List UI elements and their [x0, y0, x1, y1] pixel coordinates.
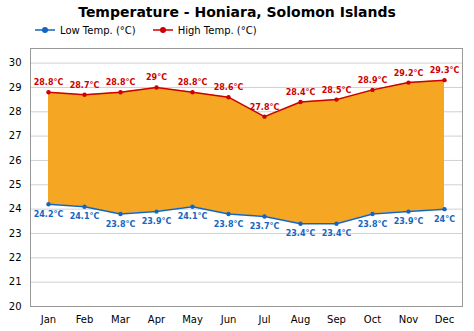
svg-text:23.9°C: 23.9°C — [142, 217, 172, 226]
html-text:High Temp. (°C): High Temp. (°C) — [177, 24, 257, 36]
svg-text:23.9°C: 23.9°C — [394, 217, 424, 226]
svg-text:28: 28 — [9, 106, 22, 117]
svg-text:29: 29 — [9, 82, 22, 93]
svg-text:23.8°C: 23.8°C — [214, 220, 244, 229]
svg-text:28.4°C: 28.4°C — [286, 88, 316, 97]
svg-text:24: 24 — [9, 203, 22, 214]
svg-text:20: 20 — [9, 301, 22, 312]
svg-text:24.2°C: 24.2°C — [34, 210, 64, 219]
svg-text:Aug: Aug — [291, 314, 311, 325]
svg-text:Jan: Jan — [40, 314, 56, 325]
svg-text:27.8°C: 27.8°C — [250, 103, 280, 112]
svg-text:29.2°C: 29.2°C — [394, 69, 424, 78]
svg-text:23.4°C: 23.4°C — [322, 229, 352, 238]
svg-text:23.7°C: 23.7°C — [250, 222, 280, 231]
svg-text:23.8°C: 23.8°C — [106, 220, 136, 229]
svg-text:May: May — [182, 314, 203, 325]
svg-text:23.4°C: 23.4°C — [286, 229, 316, 238]
svg-text:28.9°C: 28.9°C — [358, 76, 388, 85]
svg-text:24.1°C: 24.1°C — [70, 212, 100, 221]
svg-text:25: 25 — [9, 179, 22, 190]
svg-text:Sep: Sep — [327, 314, 346, 325]
svg-text:Jul: Jul — [257, 314, 270, 325]
svg-text:24.1°C: 24.1°C — [178, 212, 208, 221]
svg-text:23.8°C: 23.8°C — [358, 220, 388, 229]
html-text:Temperature - Honiara, Solomon: Temperature - Honiara, Solomon Islands — [78, 4, 396, 20]
svg-text:28.5°C: 28.5°C — [322, 86, 352, 95]
svg-text:28.8°C: 28.8°C — [34, 78, 64, 87]
svg-text:26: 26 — [9, 155, 22, 166]
svg-text:23: 23 — [9, 228, 22, 239]
svg-text:29°C: 29°C — [146, 73, 167, 82]
svg-text:28.6°C: 28.6°C — [214, 83, 244, 92]
svg-text:Oct: Oct — [364, 314, 381, 325]
svg-text:28.8°C: 28.8°C — [106, 78, 136, 87]
svg-text:Feb: Feb — [76, 314, 94, 325]
svg-text:28.7°C: 28.7°C — [70, 81, 100, 90]
svg-text:Nov: Nov — [399, 314, 419, 325]
svg-text:24°C: 24°C — [434, 215, 455, 224]
svg-text:29.3°C: 29.3°C — [430, 66, 460, 75]
svg-text:Mar: Mar — [111, 314, 131, 325]
svg-text:Dec: Dec — [435, 314, 454, 325]
svg-text:27: 27 — [9, 130, 22, 141]
svg-text:28.8°C: 28.8°C — [178, 78, 208, 87]
svg-text:Jun: Jun — [220, 314, 237, 325]
svg-text:30: 30 — [9, 57, 22, 68]
svg-text:21: 21 — [9, 276, 22, 287]
svg-text:22: 22 — [9, 252, 22, 263]
html-text:Low Temp. (°C): Low Temp. (°C) — [60, 24, 136, 36]
svg-text:Apr: Apr — [148, 314, 166, 325]
